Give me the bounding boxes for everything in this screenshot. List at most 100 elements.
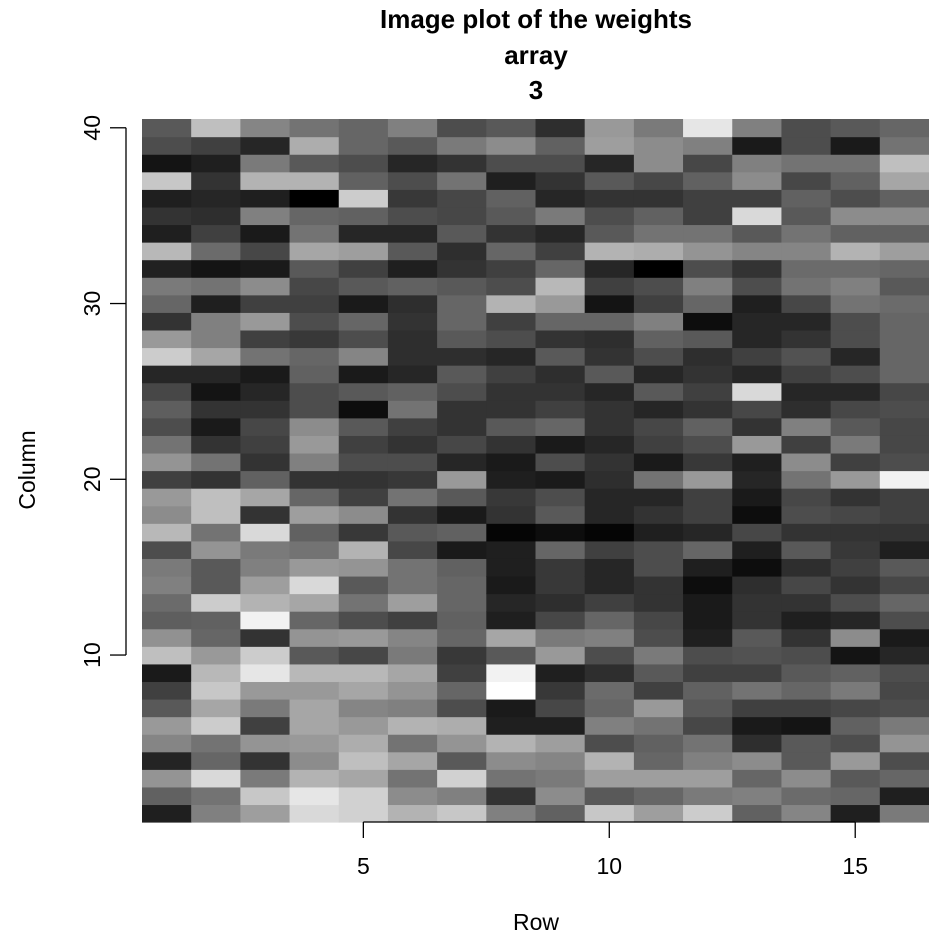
heatmap-cell	[781, 698, 832, 718]
heatmap-cell	[486, 329, 537, 349]
heatmap-cell	[683, 575, 733, 595]
heatmap-cell	[633, 804, 684, 823]
heatmap-cell	[486, 224, 537, 243]
heatmap-cell	[437, 751, 487, 770]
heatmap-cell	[240, 171, 291, 190]
y-tick-label: 20	[79, 466, 105, 492]
heatmap-cell	[486, 804, 537, 823]
heatmap-cell	[191, 698, 241, 718]
heatmap-cell	[240, 417, 291, 436]
heatmap-cell	[830, 593, 881, 612]
heatmap-cell	[240, 224, 291, 243]
heatmap-cell	[633, 417, 684, 436]
heatmap-cell	[437, 452, 487, 472]
heatmap-cell	[240, 769, 291, 788]
heatmap-cell	[633, 382, 684, 401]
heatmap-cell	[240, 505, 291, 524]
heatmap-cell	[289, 646, 340, 665]
heatmap-cell	[781, 277, 832, 296]
heatmap-cell	[240, 329, 291, 349]
heatmap-cell	[486, 470, 537, 489]
heatmap-cell	[338, 786, 389, 806]
heatmap-cell	[142, 259, 192, 278]
heatmap-cell	[387, 628, 438, 647]
heatmap-cell	[535, 540, 586, 559]
heatmap-cell	[633, 136, 684, 155]
heatmap-cell	[879, 400, 929, 419]
heatmap-cell	[830, 329, 881, 349]
heatmap-cell	[535, 224, 586, 243]
heatmap-cell	[142, 347, 192, 366]
heatmap-cell	[437, 312, 487, 331]
heatmap-cell	[289, 663, 340, 683]
heatmap-cell	[142, 242, 192, 261]
heatmap-cell	[683, 312, 733, 331]
heatmap-cell	[584, 136, 635, 155]
heatmap-cell	[338, 452, 389, 472]
heatmap-cell	[683, 523, 733, 542]
heatmap-cell	[289, 540, 340, 559]
heatmap-cell	[387, 382, 438, 401]
heatmap-cell	[781, 171, 832, 190]
heatmap-cell	[879, 628, 929, 647]
heatmap-cell	[338, 523, 389, 542]
heatmap-cell	[142, 119, 192, 138]
heatmap-cell	[289, 786, 340, 806]
heatmap-cell	[486, 611, 537, 630]
heatmap-cell	[338, 681, 389, 700]
heatmap-cell	[338, 119, 389, 138]
heatmap-cell	[240, 751, 291, 770]
heatmap-cell	[338, 189, 389, 208]
heatmap-cell	[683, 698, 733, 718]
heatmap-cell	[584, 435, 635, 454]
heatmap-cell	[683, 189, 733, 208]
heatmap-cell	[338, 663, 389, 683]
heatmap-cell	[338, 206, 389, 226]
heatmap-cell	[486, 646, 537, 665]
heatmap-cell	[338, 400, 389, 419]
heatmap-cell	[387, 716, 438, 735]
heatmap-cell	[486, 365, 537, 384]
heatmap-cell	[535, 347, 586, 366]
heatmap-cell	[633, 751, 684, 770]
heatmap-cell	[683, 435, 733, 454]
heatmap-cell	[633, 681, 684, 700]
heatmap-cell	[879, 523, 929, 542]
heatmap-cell	[830, 259, 881, 278]
heatmap-cell	[437, 523, 487, 542]
heatmap-cell	[683, 382, 733, 401]
heatmap-cell	[142, 312, 192, 331]
heatmap-cell	[240, 277, 291, 296]
heatmap-cell	[830, 154, 881, 173]
heatmap-cell	[289, 312, 340, 331]
heatmap-cell	[683, 558, 733, 577]
heatmap-cell	[191, 628, 241, 647]
heatmap-cell	[633, 646, 684, 665]
heatmap-cell	[191, 523, 241, 542]
heatmap-cell	[191, 681, 241, 700]
heatmap-cell	[732, 611, 783, 630]
heatmap-cell	[486, 189, 537, 208]
heatmap-cell	[683, 681, 733, 700]
heatmap-cell	[289, 558, 340, 577]
heatmap-cell	[732, 417, 783, 436]
heatmap-cell	[879, 769, 929, 788]
heatmap-cell	[633, 312, 684, 331]
heatmap-cell	[732, 136, 783, 155]
heatmap-cell	[240, 119, 291, 138]
heatmap-cell	[535, 575, 586, 595]
heatmap-cell	[191, 593, 241, 612]
heatmap-cell	[633, 400, 684, 419]
heatmap-cell	[584, 171, 635, 190]
heatmap-cell	[437, 488, 487, 507]
heatmap-cell	[142, 365, 192, 384]
heatmap-cell	[535, 734, 586, 753]
heatmap-cell	[879, 189, 929, 208]
heatmap-cell	[191, 277, 241, 296]
heatmap-cell	[240, 488, 291, 507]
heatmap-cell	[191, 242, 241, 261]
heatmap-cell	[142, 224, 192, 243]
heatmap-cell	[240, 716, 291, 735]
heatmap-cell	[781, 575, 832, 595]
